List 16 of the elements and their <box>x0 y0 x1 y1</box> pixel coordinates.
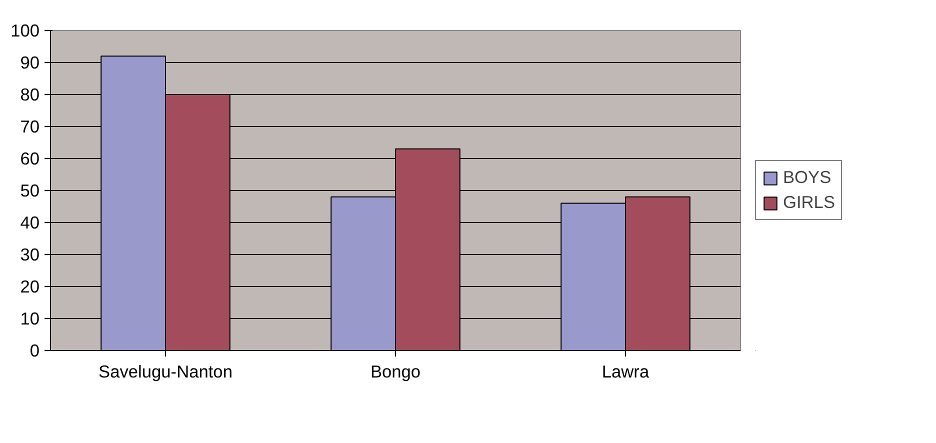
y-tick-label: 40 <box>20 212 40 232</box>
legend-label: BOYS <box>783 167 832 188</box>
y-tick-label: 70 <box>20 116 40 136</box>
x-tick-label: Savelugu-Nanton <box>98 362 232 382</box>
y-tick-label: 10 <box>20 308 40 328</box>
x-tick-label: Bongo <box>370 362 421 382</box>
y-tick-label: 30 <box>20 244 40 264</box>
y-tick-label: 100 <box>10 20 40 40</box>
y-tick-label: 20 <box>20 276 40 296</box>
y-tick-label: 80 <box>20 84 40 104</box>
y-tick-label: 60 <box>20 148 40 168</box>
legend-label: GIRLS <box>783 192 836 213</box>
y-tick-label: 90 <box>20 52 40 72</box>
x-tick-label: Lawra <box>602 362 650 382</box>
y-tick-label: 50 <box>20 180 40 200</box>
y-tick-label: 0 <box>30 340 40 360</box>
